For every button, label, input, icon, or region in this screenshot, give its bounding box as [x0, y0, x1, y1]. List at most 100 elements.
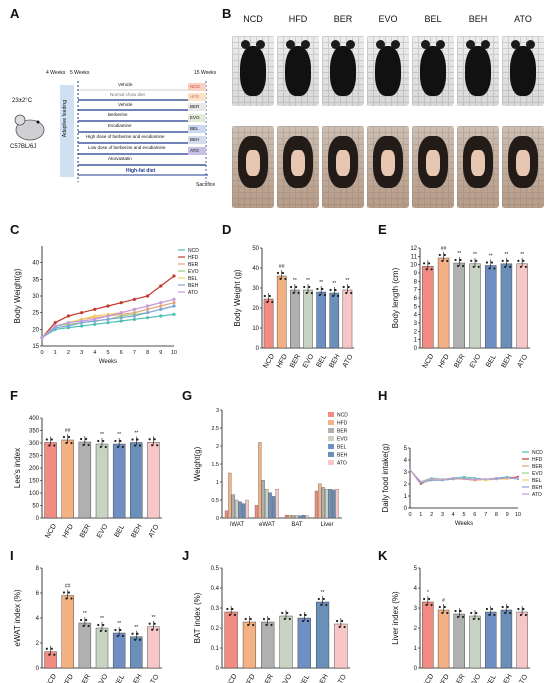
series-point [132, 314, 136, 318]
data-point [303, 285, 306, 289]
legend-swatch [328, 428, 334, 433]
temp-label: 23±2°C [12, 98, 33, 104]
x-tick-label: 9 [159, 350, 162, 356]
y-tick-label: 6 [36, 591, 40, 597]
data-point [82, 443, 85, 447]
data-point [428, 262, 431, 265]
x-tick-label: NCD [262, 353, 276, 370]
series-point [484, 478, 487, 481]
series-point [80, 319, 84, 323]
bar [328, 489, 332, 519]
x-tick-label: 2 [67, 350, 70, 356]
y-axis-label: Body Weight(g) [13, 268, 22, 323]
bar [265, 489, 269, 519]
data-point [133, 444, 137, 447]
bar [224, 510, 229, 519]
strain-label: C57BL/6J [10, 144, 37, 150]
x-tick-label: BEH [317, 673, 330, 683]
mouse-photo-dorsal [412, 36, 454, 106]
series-point [473, 478, 476, 481]
legend-label: EVO [337, 437, 348, 443]
bar [295, 515, 299, 519]
row-label-1: Normal chow diet [110, 92, 145, 97]
data-point [454, 258, 457, 262]
x-tick-label: HFD [244, 673, 257, 683]
bar [422, 266, 434, 349]
x-tick-label: 4 [93, 350, 96, 356]
data-point [263, 294, 266, 298]
y-tick-label: 1 [404, 494, 408, 500]
significance-mark: ## [65, 584, 71, 590]
y-tick-label: 1 [414, 646, 418, 652]
data-point [292, 291, 295, 295]
series-point [93, 314, 97, 318]
series-point [463, 478, 465, 481]
y-tick-label: 4 [36, 616, 40, 622]
bar [453, 262, 465, 349]
series-point [93, 307, 97, 311]
data-point [62, 435, 66, 439]
data-point [318, 293, 321, 297]
bar [95, 443, 109, 519]
data-point [67, 435, 71, 439]
panel-letter-e: E [378, 222, 387, 237]
data-point [85, 437, 88, 441]
data-point [345, 291, 348, 295]
data-point [136, 438, 139, 441]
mouse-photo-dissected [232, 126, 274, 208]
series-point [159, 314, 163, 318]
data-point [336, 619, 339, 623]
data-point [350, 291, 353, 295]
y-tick-label: 400 [29, 416, 40, 422]
bar [500, 609, 513, 669]
chart-c: 15 20 25 30 35 40 Body Weight(g) 0 1 2 3 4 5 6 7 8 9 10 We… [13, 246, 199, 365]
bar [321, 487, 325, 519]
bar [453, 613, 465, 669]
y-tick-label: 1 [216, 480, 219, 486]
y-tick-label: 0.5 [211, 498, 219, 504]
data-point [228, 613, 231, 617]
y-tick-label: 2 [404, 482, 408, 488]
mouse-photo-dorsal [457, 36, 499, 106]
chart-g: 0 0.5 1 1.5 2 2.5 3 Weight(g) iWAT eWAT BAT Liver NC… [193, 408, 348, 528]
bar [44, 442, 57, 519]
x-tick-label: 3 [80, 350, 83, 356]
legend-label: BER [188, 262, 199, 268]
x-tick-label: 6 [120, 350, 123, 356]
data-point [456, 264, 460, 268]
data-point [504, 265, 507, 268]
data-point [119, 628, 122, 632]
bar [290, 289, 300, 349]
y-tick-label: 250 [29, 454, 40, 460]
bar [78, 441, 92, 519]
data-point [321, 287, 324, 291]
x-tick-label: EVO [280, 673, 294, 683]
bar [271, 496, 276, 519]
panel-letter-a: A [10, 6, 20, 21]
data-point [475, 611, 478, 615]
data-point [475, 259, 478, 262]
data-point [438, 253, 441, 257]
y-tick-label: 1 [414, 338, 418, 344]
data-point [517, 259, 520, 262]
data-point [114, 628, 117, 632]
bar [516, 263, 528, 349]
data-point [425, 268, 428, 271]
row-tag-3: BER [190, 104, 200, 109]
series-point [80, 324, 84, 328]
data-point [267, 617, 271, 621]
bar [231, 494, 235, 519]
x-tick-label: HFD [438, 673, 451, 683]
significance-mark: ## [279, 264, 285, 270]
y-tick-label: 8 [414, 279, 418, 285]
series-point [93, 317, 97, 321]
x-tick-label: BER [453, 673, 466, 683]
bar [261, 621, 275, 669]
x-tick-label: BEL [299, 674, 312, 683]
data-point [62, 591, 66, 594]
bar [254, 505, 259, 519]
panel-letter-c: C [10, 222, 20, 237]
bar [261, 480, 265, 519]
series-point [146, 304, 150, 308]
data-point [153, 438, 156, 441]
